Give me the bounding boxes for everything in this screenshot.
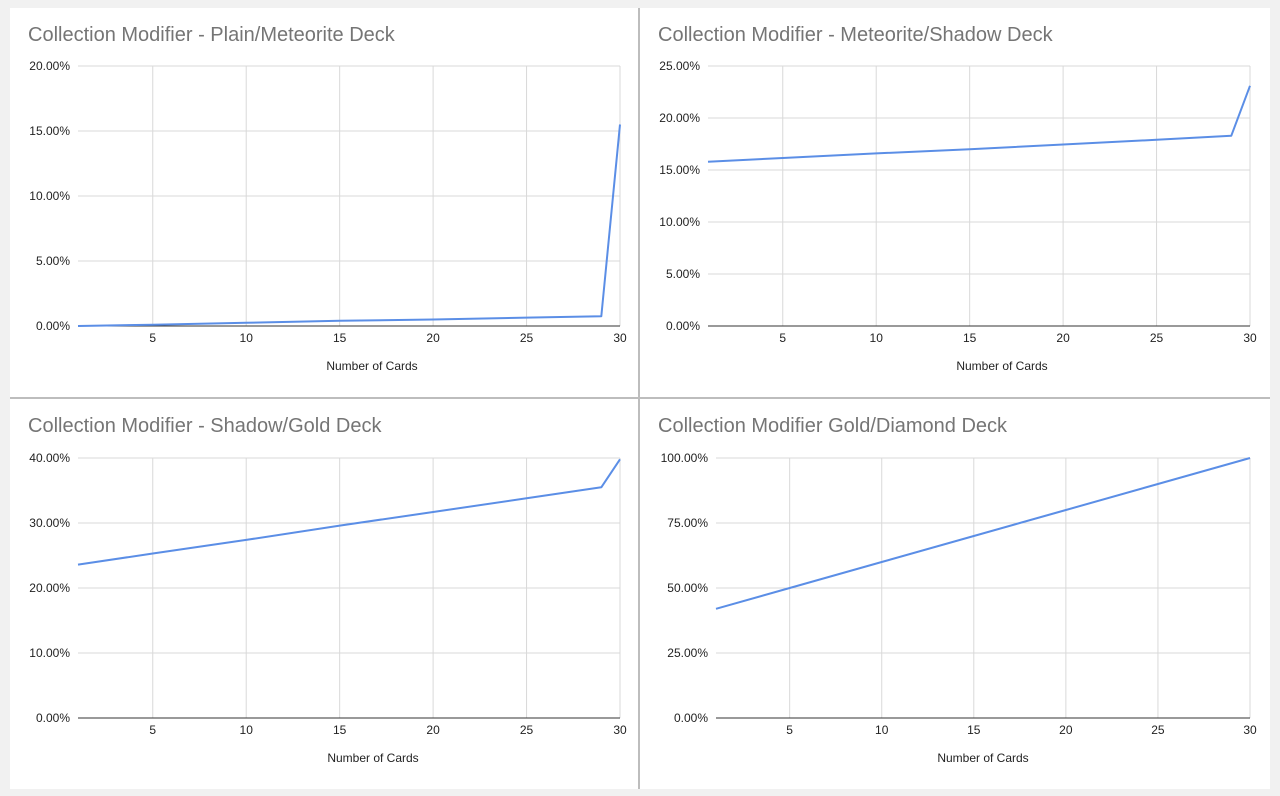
y-tick-label: 50.00% [667, 581, 708, 595]
x-axis-title: Number of Cards [956, 359, 1047, 373]
x-tick-label: 5 [786, 723, 793, 737]
y-tick-label: 15.00% [29, 124, 70, 138]
y-tick-label: 40.00% [29, 451, 70, 465]
line-chart: 5 10 15 20 25 30 0.00% 25.00% 50.00% 75.00% 100.00… [661, 451, 1257, 765]
chart-title: Collection Modifier - Shadow/Gold Deck [28, 415, 382, 437]
y-tick-label: 0.00% [36, 319, 70, 333]
y-tick-label: 20.00% [29, 581, 70, 595]
chart-title: Collection Modifier - Meteorite/Shadow D… [658, 24, 1053, 46]
series-line [715, 457, 1251, 610]
y-tick-label: 30.00% [29, 516, 70, 530]
x-tick-label: 5 [779, 331, 786, 345]
x-tick-label: 30 [1243, 723, 1257, 737]
x-tick-label: 25 [520, 331, 534, 345]
chart-panel-shadow-gold: Collection Modifier - Shadow/Gold Deck 5… [10, 399, 638, 789]
x-tick-label: 15 [967, 723, 981, 737]
chart-panel-meteorite-shadow: Collection Modifier - Meteorite/Shadow D… [640, 8, 1270, 397]
x-tick-label: 30 [613, 331, 627, 345]
horizontal-divider [10, 397, 1270, 399]
series-line [77, 124, 621, 327]
x-tick-label: 25 [1151, 723, 1165, 737]
x-axis-title: Number of Cards [326, 359, 417, 373]
x-tick-label: 20 [1056, 331, 1070, 345]
x-tick-label: 5 [149, 723, 156, 737]
y-tick-label: 25.00% [659, 59, 700, 73]
y-tick-label: 20.00% [29, 59, 70, 73]
y-tick-label: 20.00% [659, 111, 700, 125]
x-axis-title: Number of Cards [937, 751, 1028, 765]
x-tick-label: 10 [240, 331, 254, 345]
x-tick-label: 10 [870, 331, 884, 345]
chart-title: Collection Modifier - Plain/Meteorite De… [28, 24, 395, 46]
chart-panel-plain-meteorite: Collection Modifier - Plain/Meteorite De… [10, 8, 638, 397]
y-tick-label: 5.00% [666, 267, 700, 281]
y-tick-label: 100.00% [661, 451, 709, 465]
y-tick-label: 10.00% [659, 215, 700, 229]
y-tick-label: 10.00% [29, 189, 70, 203]
y-tick-label: 15.00% [659, 163, 700, 177]
chart-title: Collection Modifier Gold/Diamond Deck [658, 415, 1008, 437]
chart-panel-gold-diamond: Collection Modifier Gold/Diamond Deck 5 1… [640, 399, 1270, 789]
x-tick-label: 15 [333, 331, 347, 345]
x-tick-label: 25 [1150, 331, 1164, 345]
x-axis-title: Number of Cards [327, 751, 418, 765]
y-tick-label: 25.00% [667, 646, 708, 660]
x-tick-label: 10 [875, 723, 889, 737]
x-tick-label: 25 [520, 723, 534, 737]
x-tick-label: 20 [426, 331, 440, 345]
y-tick-label: 75.00% [667, 516, 708, 530]
x-tick-label: 20 [1059, 723, 1073, 737]
x-tick-label: 15 [333, 723, 347, 737]
x-tick-label: 5 [149, 331, 156, 345]
line-chart: 5 10 15 20 25 30 0.00% 5.00% 10.00% 15.00% 20.00% 2… [659, 59, 1257, 373]
x-tick-label: 10 [240, 723, 254, 737]
y-tick-label: 0.00% [674, 711, 708, 725]
line-chart: 5 10 15 20 25 30 0.00% 10.00% 20.00% 30.00% 40.00%… [29, 451, 627, 765]
y-tick-label: 0.00% [666, 319, 700, 333]
series-line [707, 85, 1251, 163]
y-tick-label: 0.00% [36, 711, 70, 725]
series-line [77, 458, 621, 566]
y-tick-label: 5.00% [36, 254, 70, 268]
y-tick-label: 10.00% [29, 646, 70, 660]
line-chart: 5 10 15 20 25 30 0.00% 5.00% 10.00% 15.00% 20.00% N… [29, 59, 627, 373]
x-tick-label: 15 [963, 331, 977, 345]
x-tick-label: 20 [426, 723, 440, 737]
x-tick-label: 30 [613, 723, 627, 737]
x-tick-label: 30 [1243, 331, 1257, 345]
